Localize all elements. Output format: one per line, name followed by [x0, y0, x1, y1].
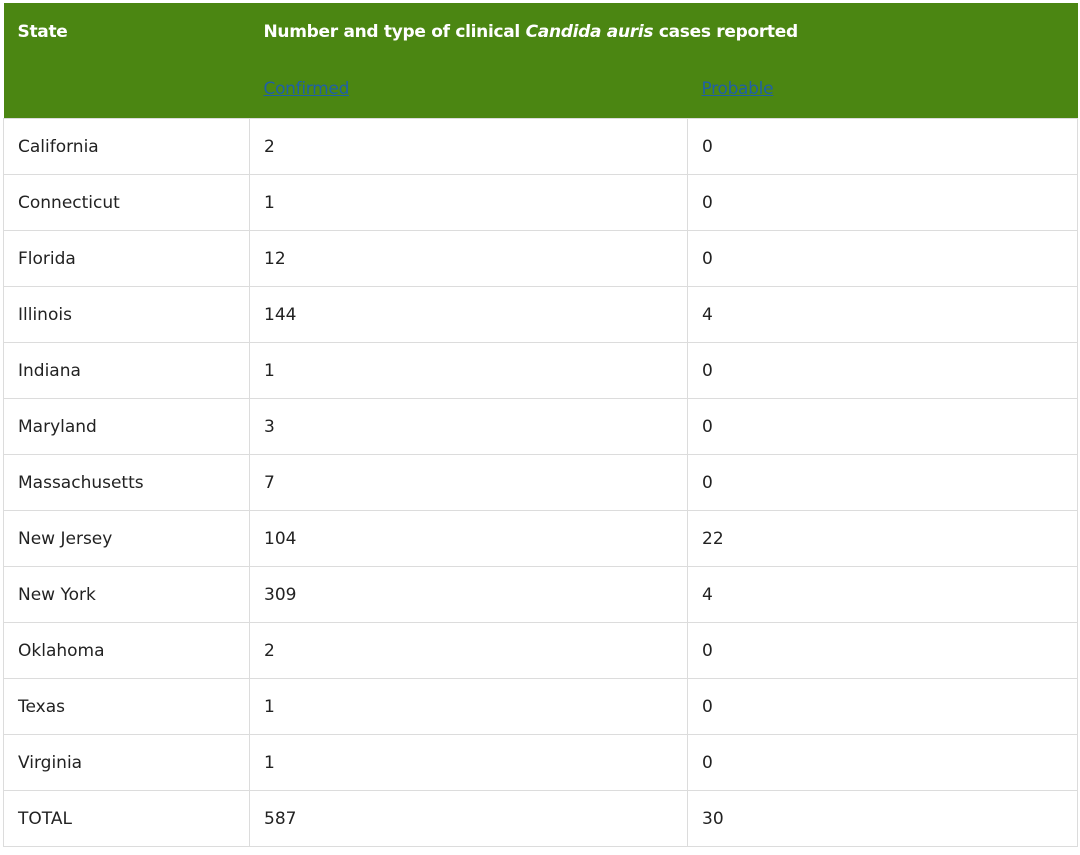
state-cell: Massachusetts — [3, 454, 250, 511]
table-row: Indiana 1 0 — [3, 342, 1079, 399]
state-cell: California — [3, 118, 250, 175]
title-text: cases reported — [658, 21, 798, 42]
table-row: Connecticut 1 0 — [3, 174, 1079, 231]
probable-cell: 0 — [686, 342, 1079, 399]
confirmed-cell: 1 — [249, 734, 688, 791]
state-cell: Oklahoma — [3, 622, 250, 679]
confirmed-cell: 2 — [249, 622, 688, 679]
probable-cell: 0 — [686, 398, 1079, 455]
table-row: TOTAL 587 30 — [3, 790, 1079, 847]
confirmed-cell: 2 — [249, 118, 688, 175]
probable-cell: 0 — [686, 678, 1079, 735]
header-cell: Confirmed — [249, 60, 688, 119]
title-text: Number and type of clinical — [263, 21, 521, 42]
probable-cell: 0 — [686, 118, 1079, 175]
state-cell: Florida — [3, 230, 250, 287]
confirmed-cell: 7 — [249, 454, 688, 511]
header-cell — [3, 60, 250, 119]
table-row: Massachusetts 7 0 — [3, 454, 1079, 511]
probable-cell: 22 — [686, 510, 1079, 567]
confirmed-link[interactable]: Confirmed — [263, 79, 350, 99]
state-cell: Texas — [3, 678, 250, 735]
probable-cell: 0 — [686, 230, 1079, 287]
cases-table: State Number and type of clinical Candid… — [3, 3, 1079, 847]
header-row: State Number and type of clinical Candid… — [3, 3, 1078, 60]
probable-cell: 0 — [686, 622, 1079, 679]
table-row: Oklahoma 2 0 — [3, 622, 1079, 679]
header-cell: State — [3, 3, 250, 60]
probable-link[interactable]: Probable — [701, 79, 774, 99]
table-row: Virginia 1 0 — [3, 734, 1079, 791]
probable-cell: 0 — [686, 734, 1079, 791]
confirmed-cell: 1 — [249, 174, 688, 231]
state-cell: Maryland — [3, 398, 250, 455]
confirmed-cell: 1 — [249, 342, 688, 399]
table-row: New York 309 4 — [3, 566, 1079, 623]
state-cell: Virginia — [3, 734, 250, 791]
state-cell: TOTAL — [3, 790, 250, 847]
header-cell: Probable — [687, 60, 1078, 119]
title-italic: Candida auris — [525, 21, 654, 42]
confirmed-cell: 12 — [249, 230, 688, 287]
table-row: Texas 1 0 — [3, 678, 1079, 735]
table-row: Florida 12 0 — [3, 230, 1079, 287]
state-cell: Connecticut — [3, 174, 250, 231]
confirmed-cell: 1 — [249, 678, 688, 735]
state-cell: New Jersey — [3, 510, 250, 567]
confirmed-cell: 587 — [249, 790, 688, 847]
state-header: State — [17, 21, 68, 42]
probable-cell: 4 — [686, 566, 1079, 623]
table-row: Maryland 3 0 — [3, 398, 1079, 455]
probable-cell: 0 — [686, 174, 1079, 231]
probable-cell: 0 — [686, 454, 1079, 511]
confirmed-cell: 144 — [249, 286, 688, 343]
table-row: California 2 0 — [3, 118, 1079, 175]
state-cell: Indiana — [3, 342, 250, 399]
confirmed-cell: 309 — [249, 566, 688, 623]
table-body: California 2 0 Connecticut 1 0 Florida 12 0 Illin… — [3, 118, 1079, 847]
confirmed-cell: 3 — [249, 398, 688, 455]
state-cell: New York — [3, 566, 250, 623]
probable-cell: 30 — [686, 790, 1079, 847]
state-cell: Illinois — [3, 286, 250, 343]
header-cell: Number and type of clinical Candida auri… — [249, 3, 1078, 60]
confirmed-cell: 104 — [249, 510, 688, 567]
header-row: Confirmed Probable — [3, 60, 1078, 119]
probable-cell: 4 — [686, 286, 1079, 343]
table-row: Illinois 144 4 — [3, 286, 1079, 343]
table-row: New Jersey 104 22 — [3, 510, 1079, 567]
